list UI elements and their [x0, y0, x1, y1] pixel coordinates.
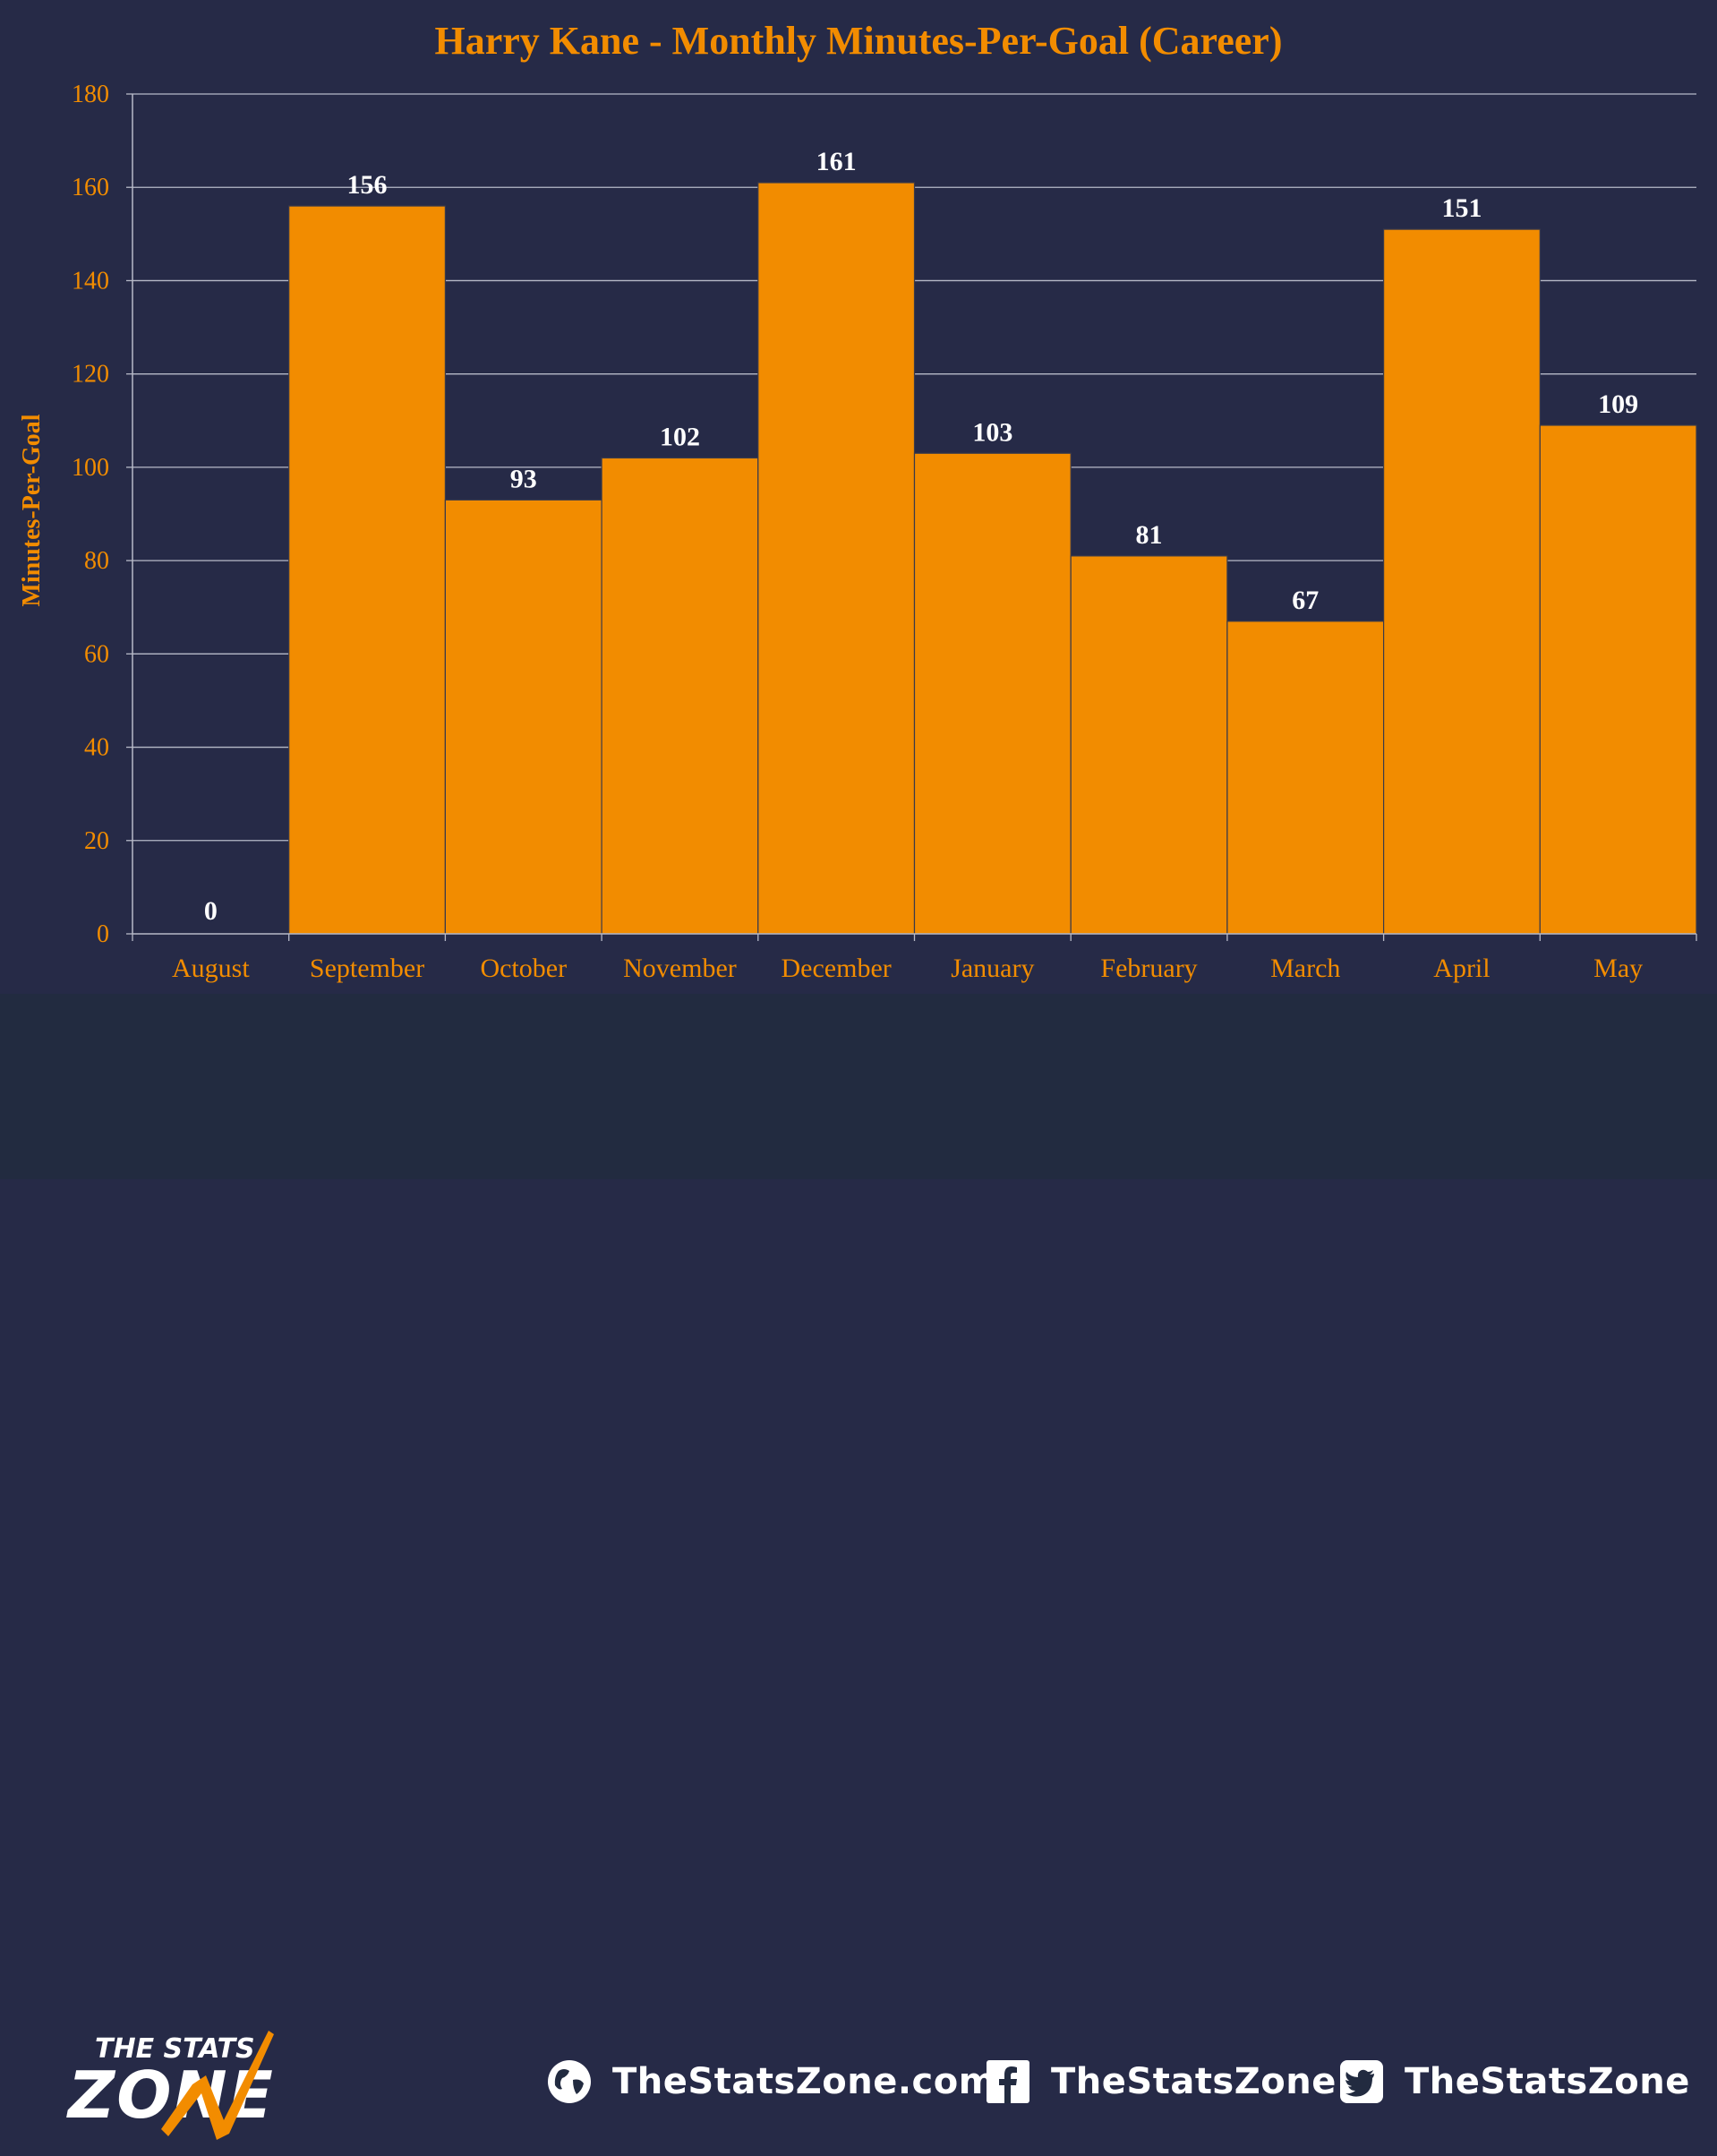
axes: 0 20 40 60 80 100 120 140 160 180 August September O…: [72, 81, 1697, 983]
data-label: 67: [1292, 586, 1319, 615]
website-link[interactable]: TheStatsZone.com: [546, 2055, 996, 2109]
y-tick-label: 60: [84, 640, 109, 668]
data-labels: 0 156 93 102 161 103 81 67 151 109: [204, 147, 1638, 926]
data-label: 151: [1441, 193, 1482, 223]
y-tick-label: 120: [72, 361, 109, 389]
x-tick-label: October: [480, 954, 567, 983]
chart-area: Harry Kane - Monthly Minutes-Per-Goal (C…: [0, 0, 1717, 994]
x-tick-label: December: [782, 954, 892, 983]
y-tick-label: 100: [72, 454, 109, 482]
data-label: 102: [660, 422, 700, 451]
x-tick-label: January: [951, 954, 1034, 983]
facebook-text: TheStatsZone: [1051, 2061, 1337, 2102]
data-label: 161: [816, 147, 857, 176]
footer: THE STATS ZONE TheStatsZone.com TheStats…: [0, 994, 1717, 2140]
data-label: 0: [204, 896, 218, 926]
x-tick-label: April: [1433, 954, 1490, 983]
bar: [1070, 555, 1228, 935]
y-tick-label: 160: [72, 174, 109, 201]
y-tick-label: 140: [72, 267, 109, 295]
website-text: TheStatsZone.com: [612, 2061, 996, 2102]
y-tick-label: 20: [84, 827, 109, 855]
data-label: 156: [347, 170, 388, 200]
data-label: 93: [510, 464, 537, 493]
x-tick-label: March: [1270, 954, 1340, 983]
y-tick-label: 40: [84, 734, 109, 762]
twitter-link[interactable]: TheStatsZone: [1338, 2055, 1690, 2109]
x-tick-label: May: [1593, 954, 1643, 983]
chart-title: Harry Kane - Monthly Minutes-Per-Goal (C…: [435, 19, 1283, 63]
globe-icon: [548, 2060, 591, 2103]
bar: [1382, 228, 1541, 935]
x-tick-label: September: [310, 954, 424, 983]
bar: [1226, 620, 1385, 935]
y-tick-label: 0: [97, 920, 109, 948]
bar: [913, 452, 1072, 935]
bar: [444, 499, 602, 935]
x-tick-label: November: [623, 954, 737, 983]
x-tick-label: August: [172, 954, 250, 983]
twitter-text: TheStatsZone: [1405, 2061, 1690, 2102]
bar: [288, 205, 447, 935]
facebook-icon: [987, 2060, 1029, 2103]
stats-zone-logo: THE STATS ZONE: [66, 2031, 274, 2140]
twitter-icon: [1340, 2060, 1383, 2103]
bar-chart: Harry Kane - Monthly Minutes-Per-Goal (C…: [18, 19, 1697, 983]
data-label: 81: [1136, 520, 1163, 550]
y-tick-label: 80: [84, 547, 109, 575]
x-tick-label: February: [1100, 954, 1197, 983]
bar: [601, 457, 759, 935]
data-label: 109: [1598, 389, 1638, 419]
bar: [1539, 424, 1697, 935]
bars: [288, 182, 1697, 935]
y-axis-label: Minutes-Per-Goal: [18, 414, 46, 606]
facebook-link[interactable]: TheStatsZone: [985, 2055, 1337, 2109]
bar: [757, 182, 916, 935]
y-tick-label: 180: [72, 81, 109, 108]
data-label: 103: [972, 417, 1012, 447]
